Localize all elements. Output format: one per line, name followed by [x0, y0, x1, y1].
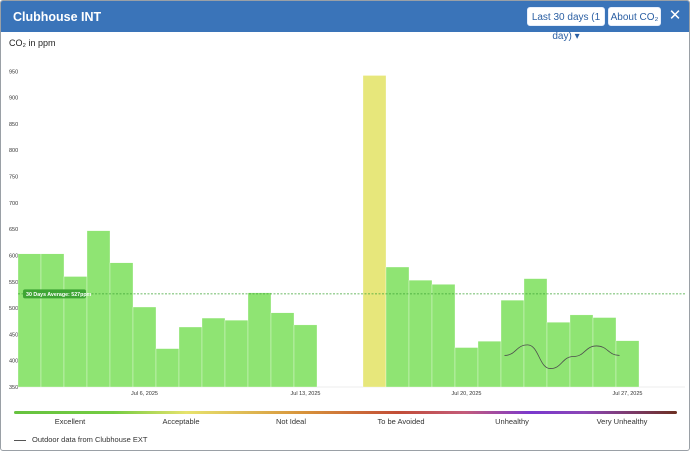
y-tick-label: 350 [9, 385, 18, 391]
bar[interactable] [109, 262, 134, 388]
bar[interactable] [178, 326, 203, 388]
bar[interactable] [431, 284, 456, 388]
bar[interactable] [523, 278, 548, 388]
bar[interactable] [86, 230, 111, 388]
date-range-button[interactable]: Last 30 days (1 day) ▾ [527, 7, 605, 42]
outdoor-legend: Outdoor data from Clubhouse EXT [14, 435, 147, 444]
close-icon[interactable]: ✕ [668, 7, 682, 24]
about-co2-button[interactable]: About CO₂ [608, 7, 661, 26]
x-tick-label: Jul 27, 2025 [613, 391, 643, 396]
bar[interactable] [408, 280, 433, 388]
outdoor-legend-label: Outdoor data from Clubhouse EXT [32, 435, 148, 444]
bar[interactable] [615, 340, 640, 388]
panel-header: Clubhouse INT Last 30 days (1 day) ▾ Abo… [1, 1, 689, 42]
bar[interactable] [270, 312, 295, 388]
bar[interactable] [132, 306, 157, 388]
bar[interactable] [40, 253, 65, 388]
average-label-bg [23, 289, 86, 299]
y-tick-label: 800 [9, 148, 18, 154]
bar[interactable] [224, 320, 249, 388]
y-tick-label: 450 [9, 332, 18, 338]
y-tick-label: 900 [9, 96, 18, 102]
y-tick-label: 400 [9, 359, 18, 365]
bar[interactable] [155, 348, 180, 388]
average-label: 30 Days Average: 527ppm [26, 292, 92, 298]
legend-scale-label: Acceptable [162, 417, 200, 426]
x-tick-label: Jul 20, 2025 [452, 391, 482, 396]
bar[interactable] [201, 317, 226, 388]
bar[interactable] [500, 300, 525, 388]
y-tick-label: 850 [9, 122, 18, 128]
bar[interactable] [247, 292, 272, 388]
legend-color-scale [14, 411, 677, 414]
bar[interactable] [592, 317, 617, 388]
panel-title: Clubhouse INT [13, 10, 102, 24]
x-tick-label: Jul 13, 2025 [291, 391, 321, 396]
bar[interactable] [17, 253, 42, 388]
bar[interactable] [293, 324, 318, 388]
y-tick-label: 600 [9, 253, 18, 259]
y-tick-label: 700 [9, 201, 18, 207]
y-tick-label: 950 [9, 69, 18, 75]
bar[interactable] [454, 347, 479, 388]
legend-scale-label: Unhealthy [495, 417, 529, 426]
y-tick-label: 650 [9, 227, 18, 233]
legend-scale-label: To be Avoided [377, 417, 425, 426]
bar[interactable] [546, 322, 571, 388]
bar[interactable] [362, 75, 387, 388]
bar[interactable] [385, 266, 410, 388]
co2-bar-chart: 350 400 450 500 550 600 650 700 750 800 850 900 950 J… [9, 69, 685, 396]
legend-scale-label: Excellent [54, 417, 86, 426]
x-tick-label: Jul 6, 2025 [131, 391, 158, 396]
y-tick-label: 550 [9, 280, 18, 286]
y-tick-label: 500 [9, 306, 18, 312]
legend-scale-label: Not Ideal [275, 417, 307, 426]
legend-scale-label: Very Unhealthy [596, 417, 648, 426]
bar[interactable] [569, 314, 594, 388]
bar[interactable] [477, 341, 502, 388]
outdoor-series-line [504, 344, 620, 369]
y-tick-label: 750 [9, 175, 18, 181]
chart-y-label: CO₂ in ppm [9, 38, 56, 48]
